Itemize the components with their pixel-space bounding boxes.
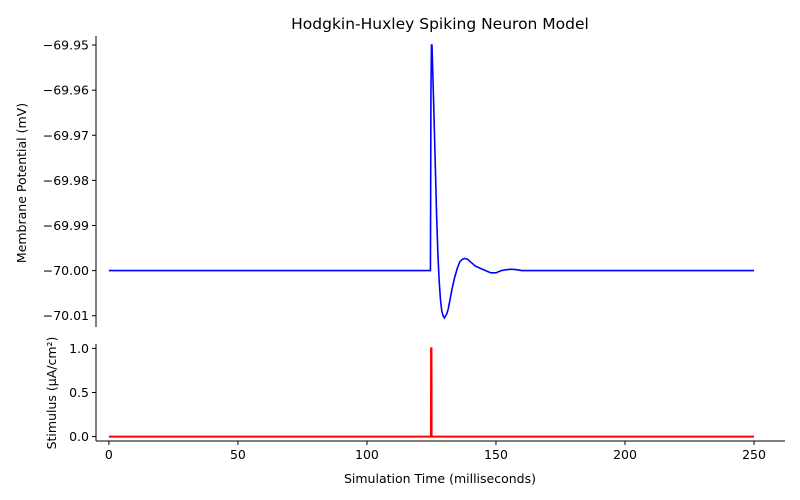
stimulus-line xyxy=(108,347,755,438)
x-tick-label: 150 xyxy=(484,447,508,462)
top-y-tick-label: −69.96 xyxy=(43,83,89,98)
top-y-tick-label: −70.01 xyxy=(43,308,89,323)
x-tick-label: 0 xyxy=(105,447,113,462)
top-y-tick-label: −69.98 xyxy=(43,173,89,188)
top-y-tick-label: −69.99 xyxy=(43,218,89,233)
x-axis-label: Simulation Time (milliseconds) xyxy=(344,471,536,486)
bottom-y-tick-label: 0.5 xyxy=(69,385,89,400)
top-y-tick-label: −69.95 xyxy=(43,38,89,53)
bottom-y-ticks: 0.0 0.5 1.0 xyxy=(69,341,96,444)
x-tick-label: 100 xyxy=(355,447,379,462)
x-tick-label: 50 xyxy=(230,447,246,462)
top-y-ticks: −69.95 −69.96 −69.97 −69.98 −69.99 −70.00 −70.… xyxy=(43,38,96,323)
membrane-potential-line xyxy=(108,44,755,320)
top-y-axis-label: Membrane Potential (mV) xyxy=(14,103,29,263)
x-tick-label: 200 xyxy=(613,447,637,462)
top-y-tick-label: −70.00 xyxy=(43,263,89,278)
x-tick-label: 250 xyxy=(742,447,766,462)
bottom-y-axis-label: Stimulus (μA/cm²) xyxy=(44,337,59,450)
x-ticks: 0 50 100 150 200 250 xyxy=(105,441,766,462)
bottom-y-tick-label: 0.0 xyxy=(69,429,89,444)
chart-title: Hodgkin-Huxley Spiking Neuron Model xyxy=(291,15,589,33)
bottom-y-tick-label: 1.0 xyxy=(69,341,89,356)
top-y-tick-label: −69.97 xyxy=(43,128,89,143)
